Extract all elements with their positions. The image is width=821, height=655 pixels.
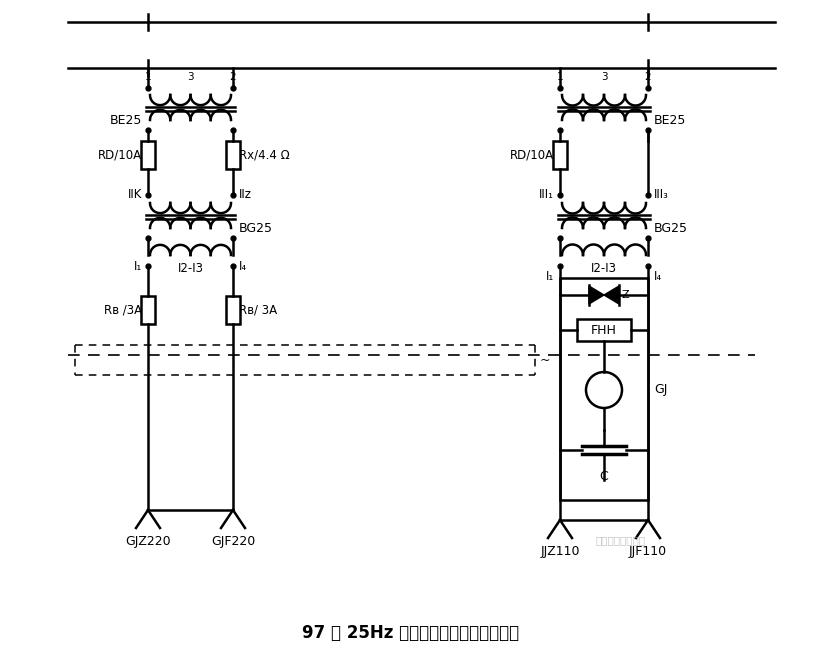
Text: FHH: FHH	[591, 324, 617, 337]
Text: I₁: I₁	[134, 259, 142, 272]
Text: RD/10A: RD/10A	[98, 149, 142, 162]
Bar	[226, 141, 240, 169]
Text: IIΚ: IIΚ	[127, 189, 142, 202]
Text: 2: 2	[230, 72, 236, 82]
Text: IIᴢ: IIᴢ	[239, 189, 252, 202]
Bar	[560, 278, 648, 500]
Text: BG25: BG25	[654, 221, 688, 234]
Text: 3: 3	[601, 72, 608, 82]
Text: I₄: I₄	[654, 270, 662, 283]
Bar	[141, 141, 155, 169]
Text: BG25: BG25	[239, 221, 273, 234]
Text: GJZ220: GJZ220	[125, 535, 171, 548]
Bar	[553, 141, 567, 169]
Text: I₄: I₄	[239, 259, 247, 272]
Text: I2-I3: I2-I3	[591, 262, 617, 275]
Text: III₃: III₃	[654, 189, 669, 202]
Text: 97 型 25Hz 相敏轨道电路设备组成框图: 97 型 25Hz 相敏轨道电路设备组成框图	[302, 624, 519, 642]
Text: Rʙ /3A: Rʙ /3A	[104, 303, 142, 316]
Text: I2-I3: I2-I3	[177, 262, 204, 275]
Polygon shape	[589, 286, 604, 304]
Text: Z: Z	[622, 290, 630, 300]
Text: 铁路信号技术交流: 铁路信号技术交流	[595, 535, 645, 545]
Polygon shape	[604, 286, 619, 304]
Text: I₁: I₁	[546, 270, 554, 283]
Text: BE25: BE25	[654, 113, 686, 126]
Text: 1: 1	[557, 72, 563, 82]
Bar	[141, 296, 155, 324]
Text: 3: 3	[187, 72, 194, 82]
Text: JJZ110: JJZ110	[540, 545, 580, 558]
Bar	[577, 319, 631, 341]
Text: 2: 2	[644, 72, 651, 82]
Text: BE25: BE25	[110, 113, 142, 126]
Text: JJF110: JJF110	[629, 545, 667, 558]
Text: 1: 1	[144, 72, 151, 82]
Bar	[226, 296, 240, 324]
Text: RD/10A: RD/10A	[510, 149, 554, 162]
Text: ~: ~	[540, 354, 551, 367]
Text: Rx/4.4 Ω: Rx/4.4 Ω	[239, 149, 290, 162]
Text: C: C	[599, 470, 608, 483]
Text: GJF220: GJF220	[211, 535, 255, 548]
Text: III₁: III₁	[539, 189, 554, 202]
Text: GJ: GJ	[654, 383, 667, 396]
Text: Rʙ/ 3A: Rʙ/ 3A	[239, 303, 277, 316]
